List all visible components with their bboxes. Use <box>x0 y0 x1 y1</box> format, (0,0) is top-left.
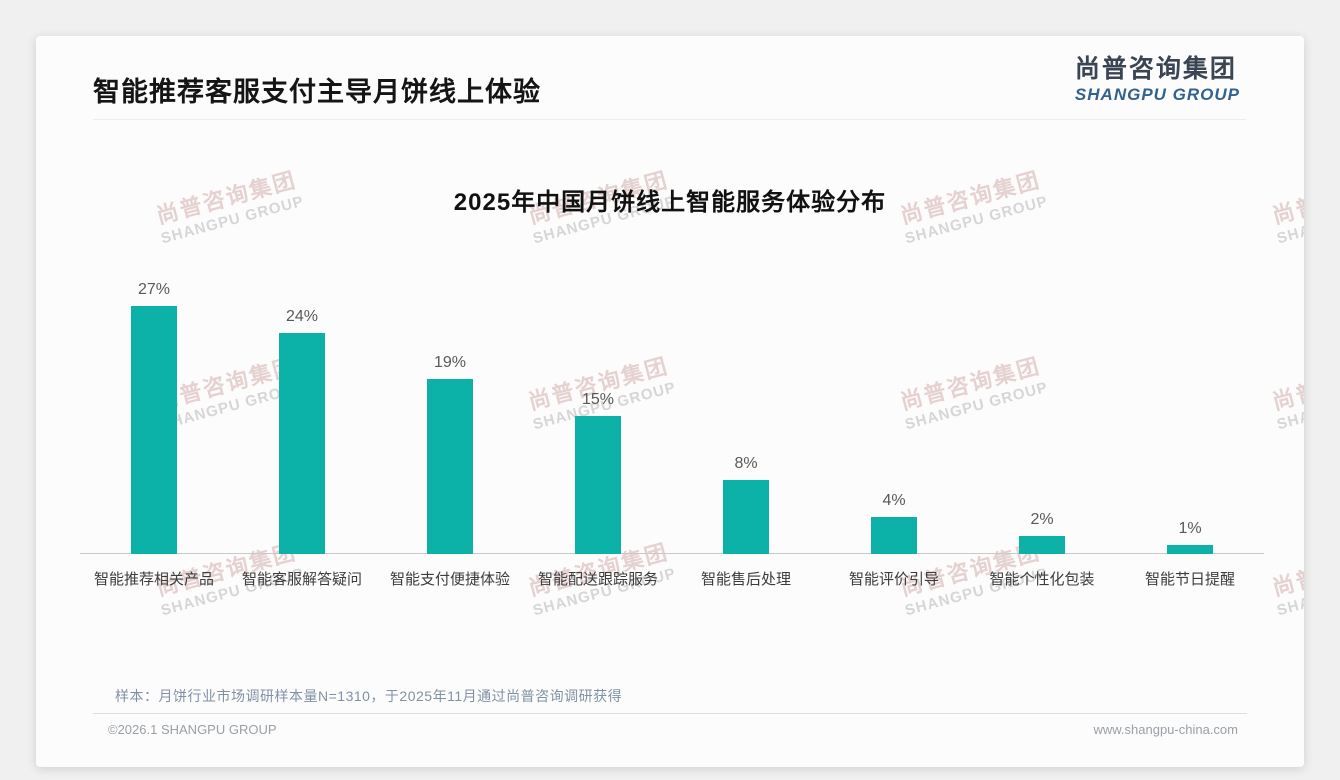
page-title: 智能推荐客服支付主导月饼线上体验 <box>93 77 541 107</box>
x-axis-category-labels: 智能推荐相关产品 智能客服解答疑问 智能支付便捷体验 智能配送跟踪服务 智能售后处理 智能… <box>80 568 1264 592</box>
bar <box>1019 536 1065 554</box>
sample-note: 样本：月饼行业市场调研样本量N=1310，于2025年11月通过尚普咨询调研获得 <box>115 688 623 704</box>
company-logo-en: SHANGPU GROUP <box>1074 84 1240 104</box>
bar-value-label: 19% <box>433 354 467 371</box>
bar-column: 27% <box>80 136 228 554</box>
bar-column: 8% <box>672 136 820 554</box>
bar-chart-plot-area: 27% 24% 19% 15% 8% 4% 2% 1% <box>80 136 1264 554</box>
header-divider <box>93 119 1246 120</box>
bar-column: 24% <box>228 136 376 554</box>
bar-category-label: 智能评价引导 <box>848 571 939 588</box>
company-logo-cn: 尚普咨询集团 <box>1074 55 1237 83</box>
bar <box>871 517 917 554</box>
bar-value-label: 4% <box>882 492 906 509</box>
bar-category-label: 智能配送跟踪服务 <box>537 571 658 588</box>
bar-column: 4% <box>820 136 968 554</box>
slide-card: 尚普咨询集团 SHANGPU GROUP 尚普咨询集团 SHANGPU GROUP 尚普… <box>36 36 1304 767</box>
bar-value-label: 1% <box>1178 520 1202 537</box>
bar <box>1167 545 1213 554</box>
bar-category-label: 智能支付便捷体验 <box>389 571 510 588</box>
bar <box>427 379 473 554</box>
x-axis-line <box>80 553 1264 554</box>
bar-value-label: 8% <box>734 455 758 472</box>
bar-category-label: 智能售后处理 <box>700 571 791 588</box>
bar <box>279 333 325 554</box>
bar-value-label: 27% <box>137 281 171 298</box>
footer-divider <box>93 713 1247 714</box>
bar <box>131 306 177 554</box>
website-url: www.shangpu-china.com <box>1093 722 1238 737</box>
bar-value-label: 2% <box>1030 511 1054 528</box>
bar-column: 15% <box>524 136 672 554</box>
bar-column: 19% <box>376 136 524 554</box>
bar-column: 2% <box>968 136 1116 554</box>
bar-value-label: 24% <box>285 308 319 325</box>
company-logo: 尚普咨询集团 SHANGPU GROUP <box>1074 55 1240 104</box>
bar-category-label: 智能推荐相关产品 <box>93 571 214 588</box>
bar-category-label: 智能节日提醒 <box>1144 571 1235 588</box>
chart-title: 2025年中国月饼线上智能服务体验分布 <box>453 189 887 216</box>
copyright-text: ©2026.1 SHANGPU GROUP <box>108 722 277 737</box>
bar <box>575 416 621 554</box>
bar-column: 1% <box>1116 136 1264 554</box>
bar-category-label: 智能客服解答疑问 <box>241 571 362 588</box>
bar-category-label: 智能个性化包装 <box>989 571 1095 588</box>
bar <box>723 480 769 554</box>
bar-value-label: 15% <box>581 391 615 408</box>
